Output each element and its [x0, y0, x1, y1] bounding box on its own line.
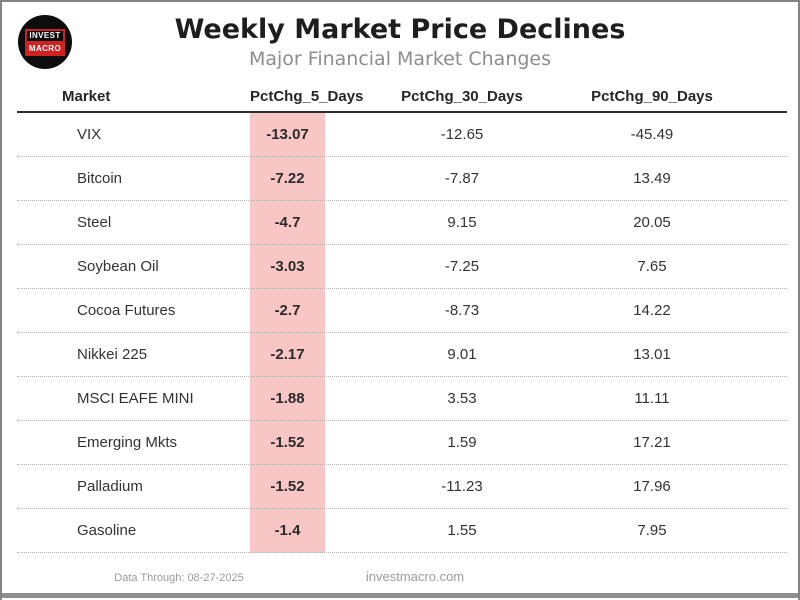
value-cell: 17.96 — [633, 478, 671, 495]
highlighted-value-cell: -4.7 — [274, 214, 301, 231]
market-cell: Steel — [77, 214, 112, 231]
value-cell: 7.95 — [637, 522, 667, 539]
table-row: VIX -13.07 -12.65 -45.49 — [17, 113, 787, 157]
value-cell: 1.59 — [447, 434, 477, 451]
value-cell: 20.05 — [633, 214, 671, 231]
table-row: Emerging Mkts -1.52 1.59 17.21 — [17, 421, 787, 465]
value-cell: -45.49 — [630, 126, 674, 143]
value-cell: -11.23 — [441, 478, 483, 495]
market-cell: Palladium — [77, 478, 143, 495]
value-cell: 9.15 — [447, 214, 477, 231]
value-cell: 13.01 — [633, 346, 671, 363]
table-row: Steel -4.7 9.15 20.05 — [17, 201, 787, 245]
column-header-pctchg-5-days: PctChg_5_Days — [250, 88, 364, 105]
market-cell: Emerging Mkts — [77, 434, 178, 451]
value-cell: 7.65 — [637, 258, 667, 275]
highlighted-value-cell: -2.7 — [274, 302, 301, 319]
value-cell: 3.53 — [447, 390, 477, 407]
value-cell: 9.01 — [447, 346, 477, 363]
highlighted-value-cell: -3.03 — [270, 258, 305, 275]
market-cell: Cocoa Futures — [77, 302, 176, 319]
table-row: Gasoline -1.4 1.55 7.95 — [17, 509, 787, 553]
table-row: Bitcoin -7.22 -7.87 13.49 — [17, 157, 787, 201]
value-cell: 1.55 — [447, 522, 477, 539]
market-cell: MSCI EAFE MINI — [77, 390, 194, 407]
value-cell: -12.65 — [440, 126, 484, 143]
column-header-market: Market — [62, 88, 111, 105]
market-cell: Nikkei 225 — [77, 346, 148, 363]
column-header-pctchg-90-days: PctChg_90_Days — [591, 88, 713, 105]
value-cell: 13.49 — [633, 170, 671, 187]
value-cell: -8.73 — [444, 302, 480, 319]
investmacro-logo: INVEST MACRO — [18, 15, 72, 69]
page-title: Weekly Market Price Declines — [174, 14, 626, 45]
highlighted-value-cell: -2.17 — [270, 346, 305, 363]
highlighted-value-cell: -1.88 — [270, 390, 305, 407]
table-row: Cocoa Futures -2.7 -8.73 14.22 — [17, 289, 787, 333]
value-cell: 17.21 — [633, 434, 671, 451]
highlight-column-overlay — [250, 113, 325, 553]
market-cell: Gasoline — [77, 522, 137, 539]
table-header-row: Market PctChg_5_Days PctChg_30_Days PctC… — [17, 82, 787, 113]
highlighted-value-cell: -7.22 — [270, 170, 305, 187]
table-row: Soybean Oil -3.03 -7.25 7.65 — [17, 245, 787, 289]
table-row: Palladium -1.52 -11.23 17.96 — [17, 465, 787, 509]
bottom-divider — [2, 593, 798, 598]
market-table: Market PctChg_5_Days PctChg_30_Days PctC… — [17, 82, 787, 553]
page-subtitle: Major Financial Market Changes — [248, 48, 552, 70]
market-cell: Bitcoin — [77, 170, 123, 187]
column-header-pctchg-30-days: PctChg_30_Days — [401, 88, 523, 105]
market-cell: Soybean Oil — [77, 258, 159, 275]
value-cell: 11.11 — [634, 390, 670, 407]
market-cell: VIX — [77, 126, 102, 143]
logo-invest-label: INVEST — [25, 28, 65, 43]
value-cell: 14.22 — [633, 302, 671, 319]
table-row: MSCI EAFE MINI -1.88 3.53 11.11 — [17, 377, 787, 421]
highlighted-value-cell: -1.4 — [274, 522, 301, 539]
table-row: Nikkei 225 -2.17 9.01 13.01 — [17, 333, 787, 377]
website-label: investmacro.com — [365, 569, 465, 584]
value-cell: -7.25 — [444, 258, 480, 275]
data-through-label: Data Through: 08-27-2025 — [114, 572, 244, 584]
value-cell: -7.87 — [444, 170, 480, 187]
highlighted-value-cell: -13.07 — [266, 126, 309, 143]
highlighted-value-cell: -1.52 — [270, 434, 305, 451]
logo-macro-label: MACRO — [24, 41, 66, 56]
table-body: VIX -13.07 -12.65 -45.49 Bitcoin -7.22 -7.87 13… — [17, 113, 787, 553]
highlighted-value-cell: -1.52 — [270, 478, 305, 495]
